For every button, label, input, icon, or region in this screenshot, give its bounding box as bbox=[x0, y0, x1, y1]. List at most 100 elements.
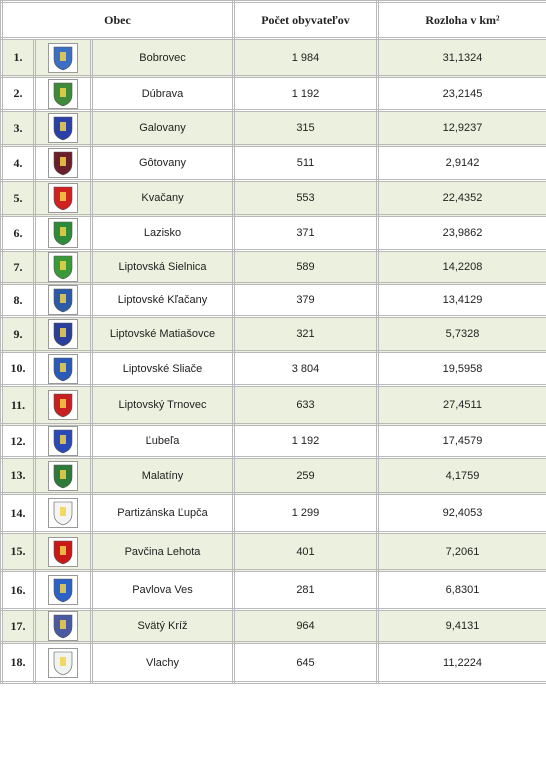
population-cell: 259 bbox=[232, 456, 379, 495]
name-cell: Liptovské Matiašovce bbox=[90, 315, 235, 353]
coat-of-arms bbox=[48, 536, 78, 567]
coat-of-arms-cell bbox=[33, 315, 93, 353]
row-number: 18. bbox=[0, 641, 36, 684]
area-cell: 17,4579 bbox=[376, 423, 546, 459]
area-cell: 5,7328 bbox=[376, 315, 546, 353]
name-cell: Malatíny bbox=[90, 456, 235, 495]
area-cell: 31,1324 bbox=[376, 37, 546, 78]
area-cell: 27,4511 bbox=[376, 384, 546, 426]
area-cell: 12,9237 bbox=[376, 109, 546, 147]
area-cell: 13,4129 bbox=[376, 282, 546, 318]
row-number: 12. bbox=[0, 423, 36, 459]
coat-of-arms bbox=[48, 183, 78, 213]
population-cell: 281 bbox=[232, 569, 379, 611]
coat-of-arms bbox=[48, 252, 78, 282]
coat-of-arms bbox=[48, 78, 78, 109]
name-cell: Svätý Kríž bbox=[90, 608, 235, 644]
name-cell: Kvačany bbox=[90, 179, 235, 217]
table-row: 12. Ľubeľa 1 192 17,4579 bbox=[0, 423, 546, 459]
coat-of-arms bbox=[48, 148, 78, 178]
coat-of-arms-cell bbox=[33, 350, 93, 387]
population-cell: 1 192 bbox=[232, 423, 379, 459]
coat-of-arms-cell bbox=[33, 37, 93, 78]
coat-of-arms bbox=[48, 319, 78, 349]
area-cell: 6,8301 bbox=[376, 569, 546, 611]
row-number: 6. bbox=[0, 214, 36, 252]
table-row: 8. Liptovské Kľačany 379 13,4129 bbox=[0, 282, 546, 318]
population-cell: 589 bbox=[232, 249, 379, 285]
population-cell: 1 299 bbox=[232, 492, 379, 534]
row-number: 15. bbox=[0, 531, 36, 572]
coat-of-arms-cell bbox=[33, 214, 93, 252]
coat-of-arms bbox=[48, 42, 78, 73]
table-row: 1. Bobrovec 1 984 31,1324 bbox=[0, 37, 546, 78]
table-row: 11. Liptovský Trnovec 633 27,4511 bbox=[0, 384, 546, 426]
row-number: 14. bbox=[0, 492, 36, 534]
table-row: 13. Malatíny 259 4,1759 bbox=[0, 456, 546, 495]
name-cell: Partizánska Ľupča bbox=[90, 492, 235, 534]
coat-of-arms bbox=[48, 218, 78, 248]
row-number: 1. bbox=[0, 37, 36, 78]
area-cell: 7,2061 bbox=[376, 531, 546, 572]
table-row: 7. Liptovská Sielnica 589 14,2208 bbox=[0, 249, 546, 285]
population-cell: 401 bbox=[232, 531, 379, 572]
area-cell: 14,2208 bbox=[376, 249, 546, 285]
coat-of-arms-cell bbox=[33, 569, 93, 611]
area-cell: 9,4131 bbox=[376, 608, 546, 644]
coat-of-arms bbox=[48, 460, 78, 491]
coat-of-arms-cell bbox=[33, 531, 93, 572]
population-cell: 645 bbox=[232, 641, 379, 684]
coat-of-arms bbox=[48, 611, 78, 641]
population-cell: 633 bbox=[232, 384, 379, 426]
row-number: 11. bbox=[0, 384, 36, 426]
coat-of-arms-cell bbox=[33, 75, 93, 112]
coat-of-arms bbox=[48, 575, 78, 605]
population-cell: 511 bbox=[232, 144, 379, 182]
area-cell: 11,2224 bbox=[376, 641, 546, 684]
area-cell: 2,9142 bbox=[376, 144, 546, 182]
name-cell: Liptovské Kľačany bbox=[90, 282, 235, 318]
area-cell: 92,4053 bbox=[376, 492, 546, 534]
name-cell: Ľubeľa bbox=[90, 423, 235, 459]
table-row: 18. Vlachy 645 11,2224 bbox=[0, 641, 546, 684]
population-cell: 3 804 bbox=[232, 350, 379, 387]
name-cell: Lazisko bbox=[90, 214, 235, 252]
table-row: 9. Liptovské Matiašovce 321 5,7328 bbox=[0, 315, 546, 353]
row-number: 2. bbox=[0, 75, 36, 112]
table-row: 6. Lazisko 371 23,9862 bbox=[0, 214, 546, 252]
table-row: 17. Svätý Kríž 964 9,4131 bbox=[0, 608, 546, 644]
area-cell: 22,4352 bbox=[376, 179, 546, 217]
header-cell: Obec bbox=[0, 0, 235, 40]
population-cell: 964 bbox=[232, 608, 379, 644]
table-row: 16. Pavlova Ves 281 6,8301 bbox=[0, 569, 546, 611]
population-cell: 321 bbox=[232, 315, 379, 353]
row-number: 9. bbox=[0, 315, 36, 353]
population-cell: 371 bbox=[232, 214, 379, 252]
population-cell: 553 bbox=[232, 179, 379, 217]
name-cell: Vlachy bbox=[90, 641, 235, 684]
coat-of-arms bbox=[48, 498, 78, 528]
table-row: 2. Dúbrava 1 192 23,2145 bbox=[0, 75, 546, 112]
area-cell: 23,2145 bbox=[376, 75, 546, 112]
table-row: 15. Pavčina Lehota 401 7,2061 bbox=[0, 531, 546, 572]
population-cell: 379 bbox=[232, 282, 379, 318]
name-cell: Pavlova Ves bbox=[90, 569, 235, 611]
row-number: 3. bbox=[0, 109, 36, 147]
coat-of-arms bbox=[48, 647, 78, 678]
row-number: 10. bbox=[0, 350, 36, 387]
row-number: 17. bbox=[0, 608, 36, 644]
population-cell: 315 bbox=[232, 109, 379, 147]
coat-of-arms-cell bbox=[33, 608, 93, 644]
name-cell: Liptovské Sliače bbox=[90, 350, 235, 387]
coat-of-arms-cell bbox=[33, 179, 93, 217]
coat-of-arms-cell bbox=[33, 456, 93, 495]
table-body: 1. Bobrovec 1 984 31,1324 2. Dúbrava 1 192 23… bbox=[0, 37, 546, 684]
area-cell: 4,1759 bbox=[376, 456, 546, 495]
coat-of-arms-cell bbox=[33, 384, 93, 426]
population-cell: 1 984 bbox=[232, 37, 379, 78]
name-cell: Dúbrava bbox=[90, 75, 235, 112]
name-cell: Bobrovec bbox=[90, 37, 235, 78]
coat-of-arms-cell bbox=[33, 641, 93, 684]
table-row: 4. Gôtovany 511 2,9142 bbox=[0, 144, 546, 182]
